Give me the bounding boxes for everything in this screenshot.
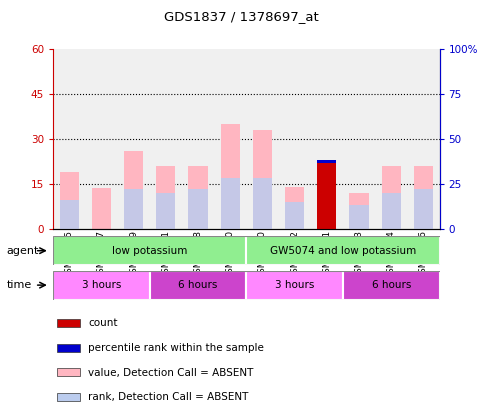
Text: GW5074 and low potassium: GW5074 and low potassium — [270, 246, 416, 256]
Bar — [253, 178, 272, 229]
Bar — [285, 187, 304, 229]
Bar — [53, 271, 150, 300]
Bar — [53, 236, 246, 265]
Bar — [414, 189, 433, 229]
Text: count: count — [88, 318, 117, 328]
Bar — [156, 193, 175, 229]
Bar — [246, 236, 440, 265]
Text: 6 hours: 6 hours — [178, 280, 218, 290]
Bar — [156, 166, 175, 229]
Bar — [317, 160, 337, 163]
Text: time: time — [6, 280, 31, 290]
Bar — [124, 189, 143, 229]
Bar — [57, 343, 80, 352]
Text: 3 hours: 3 hours — [82, 280, 121, 290]
Bar — [317, 163, 337, 229]
Bar — [188, 189, 208, 229]
Bar — [150, 271, 246, 300]
Bar — [349, 193, 369, 229]
Text: 6 hours: 6 hours — [371, 280, 411, 290]
Text: GDS1837 / 1378697_at: GDS1837 / 1378697_at — [164, 10, 319, 23]
Bar — [414, 166, 433, 229]
Bar — [124, 151, 143, 229]
Bar — [349, 205, 369, 229]
Text: agent: agent — [6, 246, 39, 256]
Text: value, Detection Call = ABSENT: value, Detection Call = ABSENT — [88, 368, 254, 377]
Bar — [382, 166, 401, 229]
Text: percentile rank within the sample: percentile rank within the sample — [88, 343, 264, 353]
Text: 3 hours: 3 hours — [275, 280, 314, 290]
Bar — [246, 271, 343, 300]
Bar — [57, 369, 80, 377]
Text: rank, Detection Call = ABSENT: rank, Detection Call = ABSENT — [88, 392, 248, 403]
Bar — [57, 319, 80, 327]
Bar — [59, 172, 79, 229]
Bar — [343, 271, 440, 300]
Bar — [253, 130, 272, 229]
Bar — [382, 193, 401, 229]
Bar — [188, 166, 208, 229]
Bar — [221, 178, 240, 229]
Text: low potassium: low potassium — [112, 246, 187, 256]
Bar — [285, 202, 304, 229]
Bar — [59, 200, 79, 229]
Bar — [92, 188, 111, 229]
Bar — [57, 393, 80, 401]
Bar — [221, 124, 240, 229]
